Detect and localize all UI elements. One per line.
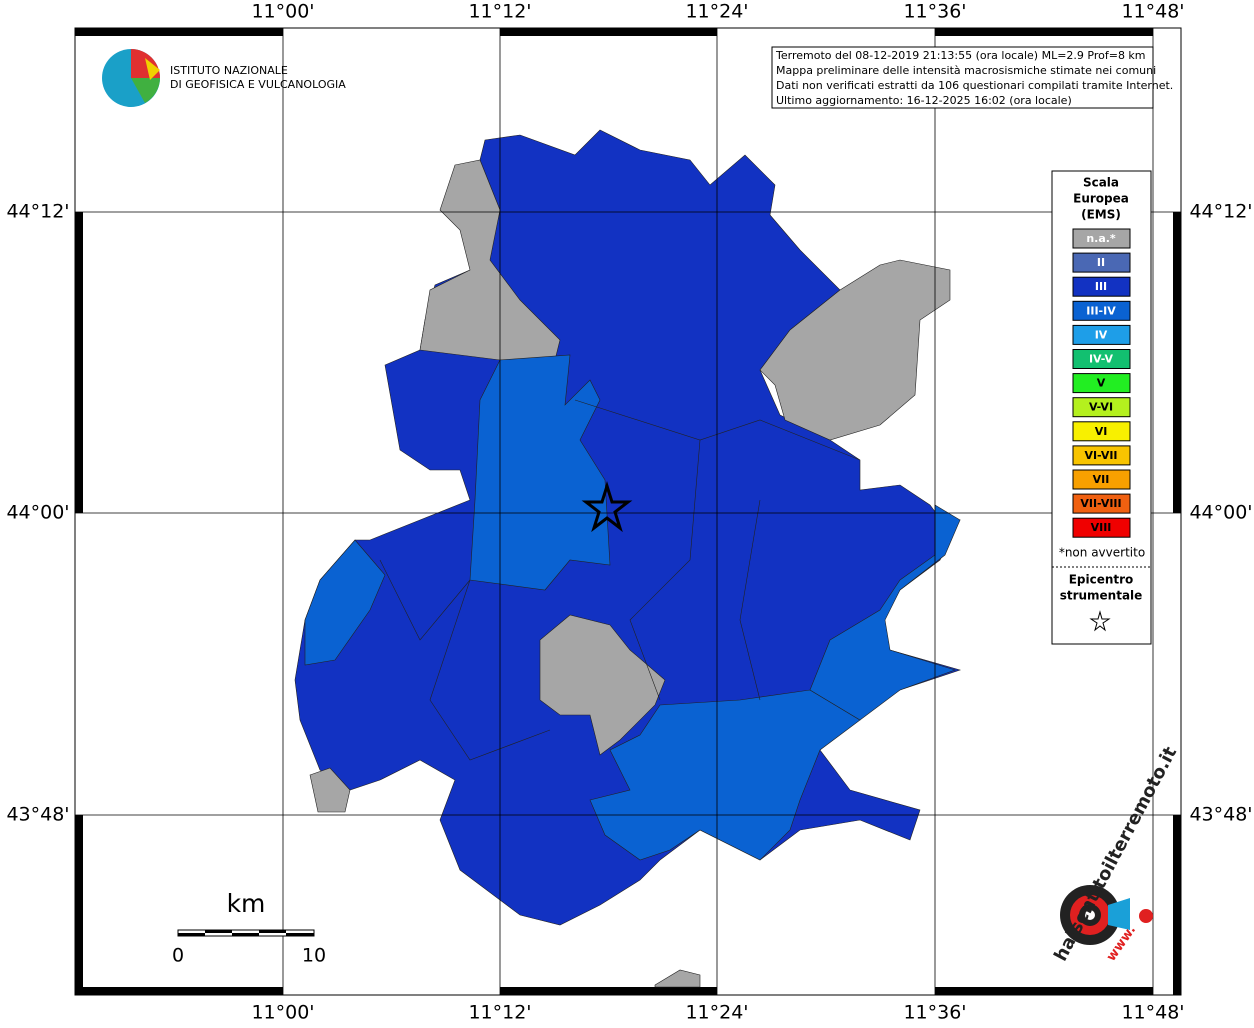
legend-title: Scala [1083,176,1119,190]
legend-swatch [1072,349,1131,369]
legend-label: VI [1095,425,1108,438]
graticule [75,28,1181,995]
legend-note: *non avvertito [1059,546,1145,560]
lon-label: 11°24' [685,1002,748,1024]
legend-swatch [1072,421,1131,442]
info-box [771,46,1154,109]
lon-label: 11°36' [903,1,966,23]
legend-label: VII [1093,473,1110,486]
lat-label: 43°48' [1189,804,1252,826]
legend-swatch [1072,493,1131,514]
legend-label: VIII [1091,521,1112,534]
scale-label: 0 [172,945,184,967]
epicenter-star [581,480,633,533]
legend-title: Europea [1073,192,1129,206]
legend-swatch [1072,397,1131,418]
lon-label: 11°48' [1121,1,1184,23]
legend-swatch [1072,445,1131,466]
ingv-logo [102,49,160,107]
lat-label: 44°12' [6,201,69,223]
scale-bar [177,929,315,937]
info-line: Dati non verificati estratti da 106 ques… [776,79,1173,92]
legend-swatch [1072,517,1131,538]
lon-label: 11°24' [685,1,748,23]
legend-label: II [1097,256,1105,269]
legend-star [1089,610,1111,632]
badge-logo [1060,885,1153,945]
legend-label: n.a.* [1086,232,1116,245]
legend-swatch [1072,300,1131,321]
legend-title: (EMS) [1081,208,1121,222]
lon-label: 11°12' [468,1002,531,1024]
lat-label: 44°00' [6,502,69,524]
legend-epicenter: strumentale [1060,589,1143,603]
lon-label: 11°36' [903,1002,966,1024]
lat-label: 44°00' [1189,502,1252,524]
legend-swatch [1072,252,1131,273]
legend-swatch [1072,228,1131,249]
lat-label: 44°12' [1189,201,1252,223]
legend-label: III [1095,280,1107,293]
legend-epicenter: Epicentro [1069,573,1134,587]
legend-label: VI-VII [1084,449,1117,462]
legend-swatch [1072,276,1131,297]
lat-label: 43°48' [6,804,69,826]
legend-label: IV [1095,328,1108,341]
info-line: Mappa preliminare delle intensità macros… [776,64,1156,77]
frame-ticks [75,28,1181,995]
legend-swatch [1072,373,1131,394]
lon-label: 11°48' [1121,1002,1184,1024]
regions [294,129,962,988]
legend-swatch [1072,324,1131,345]
info-line: Terremoto del 08-12-2019 21:13:55 (ora l… [775,49,1146,62]
legend-label: V-VI [1089,401,1113,414]
legend-label: V [1097,377,1106,390]
legend-swatch [1072,469,1131,490]
info-line: Ultimo aggiornamento: 16-12-2025 16:02 (… [776,94,1072,107]
scale-unit: km [227,889,266,918]
lon-label: 11°00' [251,1,314,23]
legend-label: VII-VIII [1080,497,1121,510]
lon-label: 11°12' [468,1,531,23]
institute-line: ISTITUTO NAZIONALE [170,64,288,77]
scale-label: 10 [302,945,326,967]
institute-line: DI GEOFISICA E VULCANOLOGIA [170,78,346,91]
lon-label: 11°00' [251,1002,314,1024]
legend-label: III-IV [1086,304,1116,317]
legend-label: IV-V [1089,353,1114,366]
